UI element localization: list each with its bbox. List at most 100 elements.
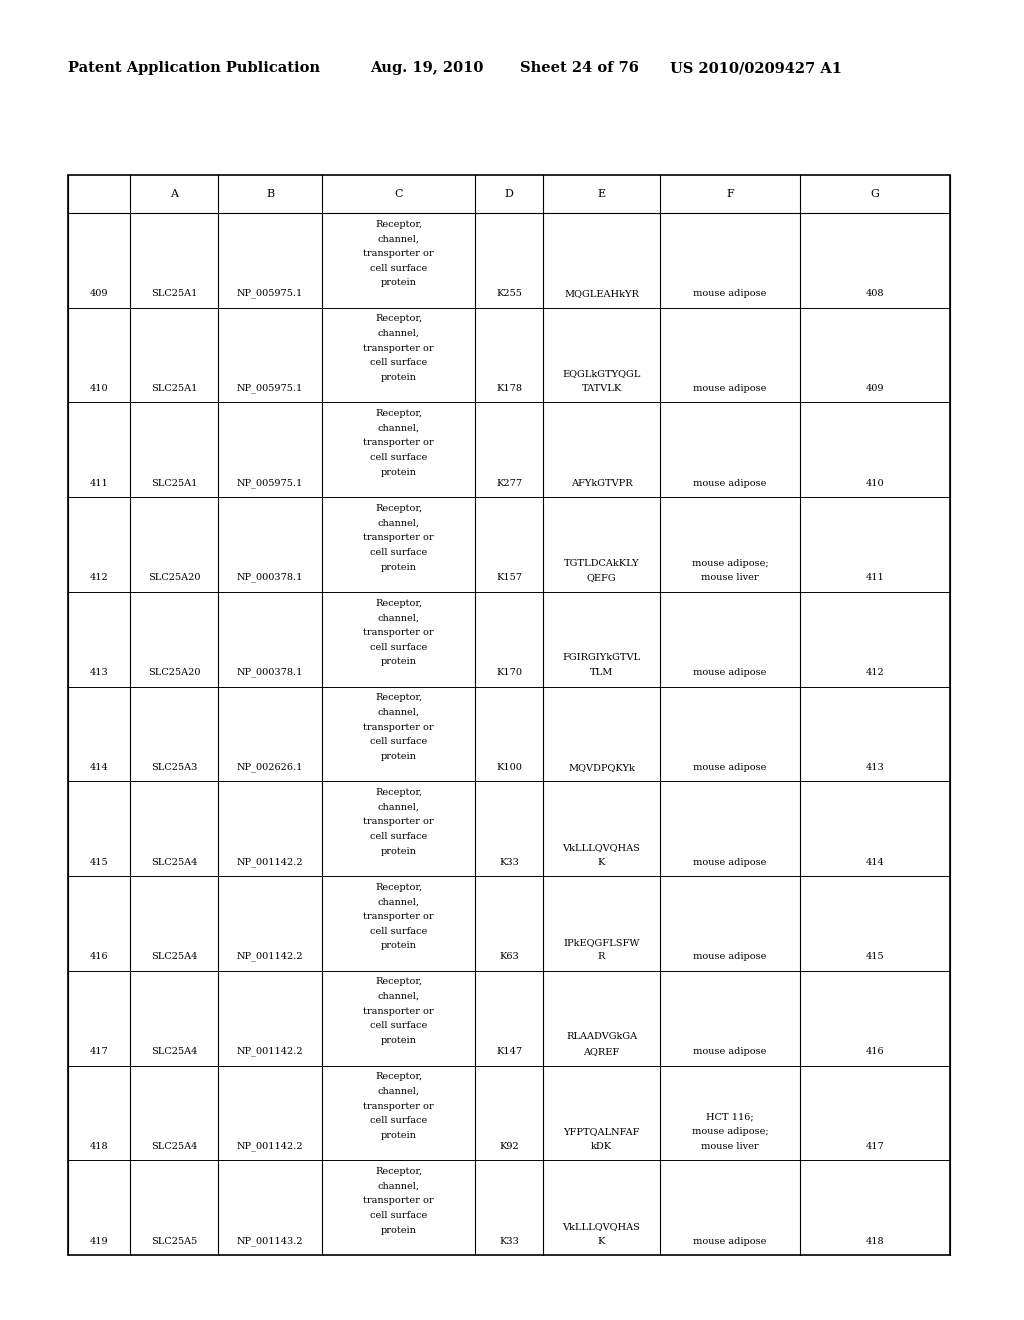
Text: SLC25A4: SLC25A4 [151,952,198,961]
Text: 410: 410 [865,479,885,487]
Text: Receptor,: Receptor, [375,883,422,892]
Text: cell surface: cell surface [370,1117,427,1125]
Text: cell surface: cell surface [370,927,427,936]
Text: F: F [726,189,734,199]
Text: protein: protein [381,1226,417,1234]
Text: transporter or: transporter or [364,1196,434,1205]
Text: mouse adipose: mouse adipose [693,479,767,487]
Text: channel,: channel, [378,519,420,528]
Text: 412: 412 [865,668,885,677]
Text: K33: K33 [499,1237,519,1246]
Text: cell surface: cell surface [370,738,427,746]
Text: K33: K33 [499,858,519,867]
Text: B: B [266,189,274,199]
Bar [68,176,950,1255]
Text: protein: protein [381,941,417,950]
Text: K: K [598,1237,605,1246]
Text: protein: protein [381,752,417,762]
Text: cell surface: cell surface [370,832,427,841]
Text: 413: 413 [90,668,109,677]
Text: mouse adipose: mouse adipose [693,952,767,961]
Text: 411: 411 [865,573,885,582]
Text: protein: protein [381,374,417,381]
Text: K100: K100 [496,763,522,772]
Text: EQGLkGTYQGL: EQGLkGTYQGL [562,370,641,379]
Text: protein: protein [381,657,417,667]
Text: NP_000378.1: NP_000378.1 [237,668,303,677]
Text: mouse liver: mouse liver [701,573,759,582]
Text: Patent Application Publication: Patent Application Publication [68,61,319,75]
Text: 416: 416 [90,952,109,961]
Text: cell surface: cell surface [370,264,427,273]
Text: protein: protein [381,846,417,855]
Text: channel,: channel, [378,708,420,717]
Text: FGIRGIYkGTVL: FGIRGIYkGTVL [562,653,641,663]
Text: SLC25A20: SLC25A20 [147,573,201,582]
Text: Receptor,: Receptor, [375,219,422,228]
Text: Receptor,: Receptor, [375,788,422,797]
Text: 411: 411 [90,479,109,487]
Text: mouse adipose: mouse adipose [693,1047,767,1056]
Text: cell surface: cell surface [370,1210,427,1220]
Text: mouse adipose;: mouse adipose; [691,1127,768,1137]
Text: channel,: channel, [378,803,420,812]
Text: cell surface: cell surface [370,643,427,652]
Text: NP_001142.2: NP_001142.2 [237,1047,303,1056]
Text: channel,: channel, [378,993,420,1001]
Text: SLC25A4: SLC25A4 [151,1142,198,1151]
Text: mouse adipose: mouse adipose [693,1237,767,1246]
Text: Receptor,: Receptor, [375,977,422,986]
Text: 415: 415 [90,858,109,867]
Text: D: D [505,189,513,199]
Text: 409: 409 [865,384,885,393]
Text: transporter or: transporter or [364,249,434,257]
Text: kDK: kDK [591,1142,612,1151]
Text: 409: 409 [90,289,109,298]
Text: YFPTQALNFAF: YFPTQALNFAF [563,1127,640,1137]
Text: VkLLLQVQHAS: VkLLLQVQHAS [562,843,640,851]
Text: R: R [598,952,605,961]
Text: mouse adipose: mouse adipose [693,384,767,393]
Text: E: E [597,189,605,199]
Text: 408: 408 [865,289,885,298]
Text: transporter or: transporter or [364,817,434,826]
Text: K63: K63 [499,952,519,961]
Text: SLC25A1: SLC25A1 [151,384,198,393]
Text: VkLLLQVQHAS: VkLLLQVQHAS [562,1222,640,1230]
Text: K170: K170 [496,668,522,677]
Text: transporter or: transporter or [364,628,434,638]
Text: cell surface: cell surface [370,359,427,367]
Text: NP_005975.1: NP_005975.1 [237,383,303,393]
Text: 419: 419 [90,1237,109,1246]
Text: Receptor,: Receptor, [375,1167,422,1176]
Text: 418: 418 [865,1237,885,1246]
Text: QEFG: QEFG [587,573,616,582]
Text: K178: K178 [496,384,522,393]
Text: SLC25A4: SLC25A4 [151,858,198,867]
Text: mouse liver: mouse liver [701,1142,759,1151]
Text: TGTLDCAkKLY: TGTLDCAkKLY [563,558,639,568]
Text: RLAADVGkGA: RLAADVGkGA [566,1032,637,1041]
Text: Receptor,: Receptor, [375,504,422,512]
Text: K: K [598,858,605,867]
Text: NP_000378.1: NP_000378.1 [237,573,303,582]
Text: cell surface: cell surface [370,548,427,557]
Text: transporter or: transporter or [364,1007,434,1016]
Text: SLC25A20: SLC25A20 [147,668,201,677]
Text: SLC25A1: SLC25A1 [151,479,198,487]
Text: 414: 414 [865,858,885,867]
Text: NP_001142.2: NP_001142.2 [237,1140,303,1151]
Text: transporter or: transporter or [364,438,434,447]
Text: NP_001142.2: NP_001142.2 [237,857,303,867]
Text: SLC25A1: SLC25A1 [151,289,198,298]
Text: protein: protein [381,467,417,477]
Text: A: A [170,189,178,199]
Text: 413: 413 [865,763,885,772]
Text: transporter or: transporter or [364,1102,434,1110]
Text: cell surface: cell surface [370,453,427,462]
Text: SLC25A3: SLC25A3 [151,763,198,772]
Text: Receptor,: Receptor, [375,598,422,607]
Text: mouse adipose: mouse adipose [693,858,767,867]
Text: Aug. 19, 2010: Aug. 19, 2010 [370,61,483,75]
Text: SLC25A5: SLC25A5 [151,1237,198,1246]
